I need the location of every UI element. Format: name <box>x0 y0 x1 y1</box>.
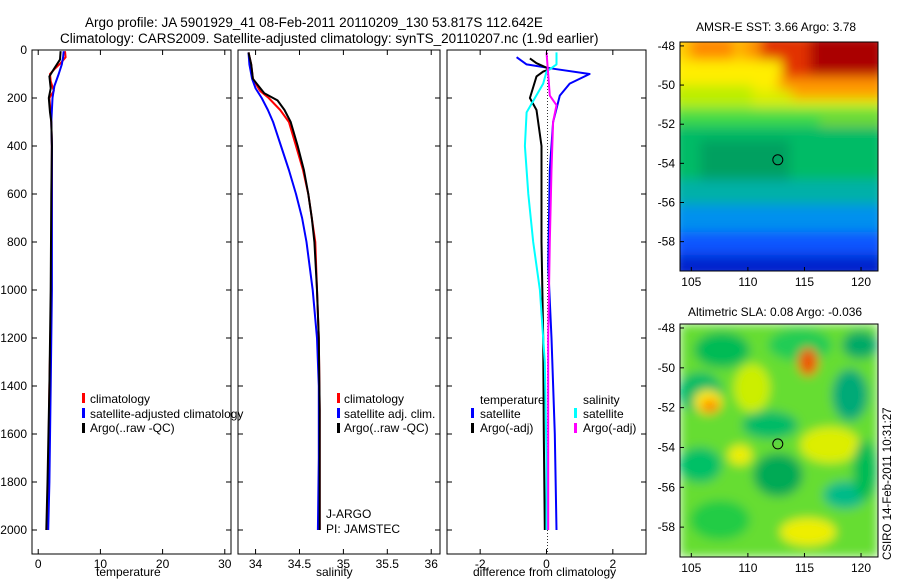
temperature-legend: climatology satellite-adjusted climatolo… <box>82 392 243 435</box>
legend-swatch-satellite-adjusted <box>82 408 85 418</box>
legend-label-temp-satellite: satellite <box>480 407 521 421</box>
sla-map-panel: Altimetric SLA: 0.08 Argo: -0.036 <box>658 305 879 575</box>
x-tick-label: 0 <box>35 557 42 571</box>
legend-label-argo-raw: Argo(..raw -QC) <box>344 421 429 435</box>
argo-float-marker <box>772 154 784 166</box>
legend-swatch-climatology <box>82 393 85 403</box>
y-tick-label: 200 <box>7 91 27 105</box>
x-tick-label: 110 <box>738 561 757 575</box>
j-argo-label: J-ARGO <box>326 507 371 521</box>
x-tick-label: 120 <box>851 561 871 575</box>
y-tick-label: 600 <box>7 187 27 201</box>
salinity-panel: 34 34.5 35 35.5 36 salinity climatology sate… <box>237 49 441 579</box>
y-tick-label: 1600 <box>0 427 27 441</box>
y-tick-label: 2000 <box>0 523 27 537</box>
figure-title-line2: Climatology: CARS2009. Satellite-adjuste… <box>60 31 599 46</box>
legend-swatch-argo-raw <box>82 423 85 433</box>
legend-swatch-sal-satellite <box>574 408 577 418</box>
x-tick-label: 34 <box>249 557 263 571</box>
series-line-climatology <box>247 52 321 530</box>
argo-float-marker <box>772 438 784 450</box>
temperature-axes-frame <box>31 49 232 555</box>
y-tick-label: -52 <box>658 401 676 415</box>
difference-xlabel: difference from climatology <box>473 565 616 579</box>
y-tick-label: -54 <box>658 440 676 454</box>
y-tick-label: 1800 <box>0 475 27 489</box>
series-line-argo-raw-qc <box>45 51 62 531</box>
sla-field <box>680 324 878 557</box>
legend-swatch-temp-argo <box>471 423 474 433</box>
y-tick-label: -50 <box>658 361 676 375</box>
x-tick-label: 34.5 <box>288 557 312 571</box>
legend-label-sal-satellite: satellite <box>583 407 624 421</box>
legend-label-sal-argo: Argo(-adj) <box>583 421 636 435</box>
y-tick-label: -54 <box>658 156 676 170</box>
salinity-xlabel: salinity <box>316 565 353 579</box>
temperature-panel: 0 10 20 30 0 200 400 600 800 1000 1200 1400 1600 1800… <box>0 43 243 579</box>
legend-label-argo-raw: Argo(..raw -QC) <box>90 421 175 435</box>
y-tick-label: 1400 <box>0 379 27 393</box>
legend-swatch-sal-argo <box>574 423 577 433</box>
y-tick-label: 400 <box>7 139 27 153</box>
sst-map-panel: AMSR-E SST: 3.66 Argo: 3.78 <box>658 20 879 289</box>
salinity-legend: climatology satellite adj. clim. Argo(..… <box>337 392 435 435</box>
legend-swatch-argo-raw <box>337 423 340 433</box>
y-tick-label: 1200 <box>0 331 27 345</box>
sst-field <box>680 42 878 271</box>
temperature-xlabel: temperature <box>96 565 161 579</box>
x-tick-label: 30 <box>218 557 232 571</box>
sst-map-frame <box>679 41 879 272</box>
x-tick-label: 35 <box>337 557 351 571</box>
legend-label-temp-argo: Argo(-adj) <box>480 421 533 435</box>
x-tick-label: 0 <box>543 557 550 571</box>
x-tick-label: 120 <box>851 275 871 289</box>
difference-panel: -2 0 2 difference from climatology tempera… <box>446 49 647 579</box>
x-tick-label: 2 <box>609 557 616 571</box>
y-tick-label: -58 <box>658 520 676 534</box>
legend-title-salinity: salinity <box>583 393 620 407</box>
x-tick-label: 10 <box>94 557 108 571</box>
legend-swatch-satellite-adj <box>337 408 340 418</box>
y-tick-label: -48 <box>658 321 676 335</box>
series-line-salinity-satellite <box>523 52 558 530</box>
legend-label-satellite-adj: satellite adj. clim. <box>344 407 435 421</box>
legend-label-climatology: climatology <box>90 392 150 406</box>
legend-title-temperature: temperature <box>480 393 545 407</box>
sla-map-frame <box>679 323 879 558</box>
legend-label-climatology: climatology <box>344 392 404 406</box>
csiro-credit: CSIRO 14-Feb-2011 10:31:27 <box>882 407 894 560</box>
y-tick-label: -56 <box>658 195 676 209</box>
series-line-satellite-adj-clim <box>247 52 320 531</box>
sst-map-title: AMSR-E SST: 3.66 Argo: 3.78 <box>696 20 856 34</box>
legend-swatch-climatology <box>337 393 340 403</box>
y-tick-label: 0 <box>20 43 27 57</box>
legend-swatch-temp-satellite <box>471 408 474 418</box>
x-tick-label: 20 <box>156 557 170 571</box>
x-tick-label: -2 <box>475 557 486 571</box>
x-tick-label: 115 <box>795 561 814 575</box>
legend-label-satellite-adjusted: satellite-adjusted climatology <box>90 407 243 421</box>
x-tick-label: 105 <box>681 275 701 289</box>
y-tick-label: -52 <box>658 117 676 131</box>
salinity-axes-frame <box>237 49 441 555</box>
y-tick-label: -56 <box>658 480 676 494</box>
series-line-salinity-argo-adj <box>545 52 558 530</box>
x-tick-label: 115 <box>795 275 814 289</box>
figure-title-line1: Argo profile: JA 5901929_41 08-Feb-2011 … <box>85 15 543 30</box>
y-tick-label: 1000 <box>0 283 27 297</box>
series-line-argo-raw-qc <box>247 52 321 530</box>
y-tick-label: -48 <box>658 39 676 53</box>
x-tick-label: 105 <box>681 561 701 575</box>
pi-jamstec-label: PI: JAMSTEC <box>326 522 400 536</box>
y-tick-label: -50 <box>658 78 676 92</box>
y-tick-label: -58 <box>658 235 676 249</box>
x-tick-label: 36 <box>425 557 439 571</box>
x-tick-label: 110 <box>738 275 757 289</box>
y-tick-label: 800 <box>7 235 27 249</box>
sla-map-title: Altimetric SLA: 0.08 Argo: -0.036 <box>688 305 862 319</box>
difference-legend: temperature salinity satellite Argo(-adj… <box>471 393 636 435</box>
x-tick-label: 35.5 <box>376 557 400 571</box>
